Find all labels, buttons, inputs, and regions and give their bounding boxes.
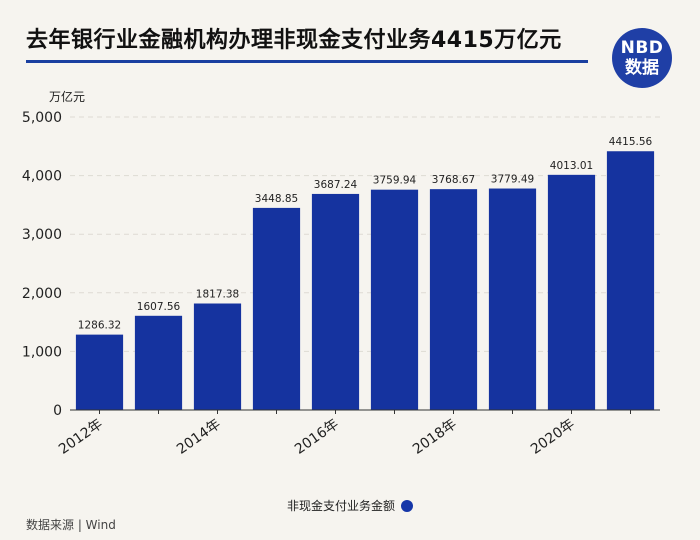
bar-value-label: 4013.01 <box>550 160 593 172</box>
y-tick-label: 4,000 <box>22 169 62 185</box>
x-tick-label: 2020年 <box>528 416 578 458</box>
bar <box>193 303 242 410</box>
y-tick-label: 2,000 <box>22 286 62 302</box>
y-tick-label: 0 <box>53 403 62 419</box>
bar-value-label: 1817.38 <box>196 289 239 301</box>
y-tick-label: 1,000 <box>22 344 62 360</box>
bar-value-label: 3759.94 <box>373 175 417 187</box>
x-tick-label: 2016年 <box>292 416 342 458</box>
chart-legend: 非现金支付业务金额 <box>0 497 700 514</box>
x-tick-label: 2014年 <box>174 416 224 458</box>
x-tick-label: 2018年 <box>410 416 460 458</box>
nbd-logo: NBD 数据 <box>612 28 672 88</box>
bar <box>488 188 537 410</box>
bar <box>311 193 360 410</box>
bar-value-label: 4415.56 <box>609 136 653 148</box>
bar-value-label: 3768.67 <box>432 174 475 186</box>
bar <box>252 207 301 410</box>
bar <box>547 174 596 410</box>
x-tick-label: 2012年 <box>56 416 106 458</box>
legend-marker-icon <box>401 499 413 512</box>
bar <box>75 334 124 410</box>
bar-value-label: 3448.85 <box>255 193 298 205</box>
bar-value-label: 3687.24 <box>314 179 358 191</box>
y-tick-label: 5,000 <box>22 110 62 126</box>
y-axis-unit-label: 万亿元 <box>49 90 86 104</box>
bar <box>134 315 183 410</box>
bar-value-label: 1286.32 <box>78 320 121 332</box>
bar-value-label: 1607.56 <box>137 301 181 313</box>
chart-title: 去年银行业金融机构办理非现金支付业务4415万亿元 <box>26 28 562 53</box>
data-source: 数据来源 | Wind <box>26 518 116 532</box>
bar <box>370 189 419 410</box>
bar <box>429 189 478 410</box>
bar <box>606 151 655 411</box>
title-underline <box>26 60 588 63</box>
bar-value-label: 3779.49 <box>491 174 534 186</box>
y-tick-label: 3,000 <box>22 227 62 243</box>
logo-text-data: 数据 <box>625 57 659 78</box>
logo-text-nbd: NBD <box>620 37 664 58</box>
legend-label: 非现金支付业务金额 <box>286 499 395 513</box>
